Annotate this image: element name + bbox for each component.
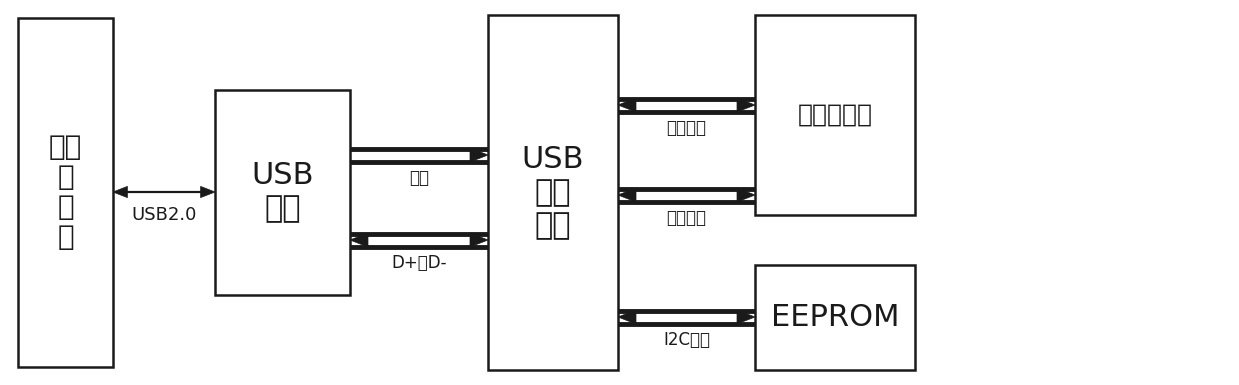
Polygon shape [618,98,636,112]
Text: EEPROM: EEPROM [771,303,900,332]
Text: 接口: 接口 [264,194,301,224]
Bar [755,265,914,370]
Text: 可编程器件: 可编程器件 [798,103,872,127]
Text: USB2.0: USB2.0 [131,206,197,224]
Polygon shape [349,233,368,247]
Text: 软: 软 [57,194,74,221]
Polygon shape [737,310,755,324]
Text: 制器: 制器 [535,211,571,240]
Polygon shape [113,186,128,198]
Polygon shape [618,310,636,324]
Bar [216,90,349,295]
Polygon shape [737,98,755,112]
Text: I2C总线: I2C总线 [663,331,710,349]
Text: 机: 机 [57,164,74,191]
Polygon shape [737,188,755,202]
Polygon shape [470,233,488,247]
Text: 上位: 上位 [48,134,82,161]
Text: USB: USB [522,145,585,174]
Text: 地址总线: 地址总线 [667,209,706,227]
Text: 电源: 电源 [409,169,429,187]
Polygon shape [470,148,488,162]
Text: D+、D-: D+、D- [392,254,447,272]
Text: 数据总线: 数据总线 [667,119,706,137]
Bar [19,18,113,367]
Bar [488,15,618,370]
Text: 微控: 微控 [535,178,571,207]
Bar [755,15,914,215]
Text: 件: 件 [57,224,74,251]
Polygon shape [201,186,216,198]
Text: USB: USB [252,161,313,191]
Polygon shape [618,188,636,202]
